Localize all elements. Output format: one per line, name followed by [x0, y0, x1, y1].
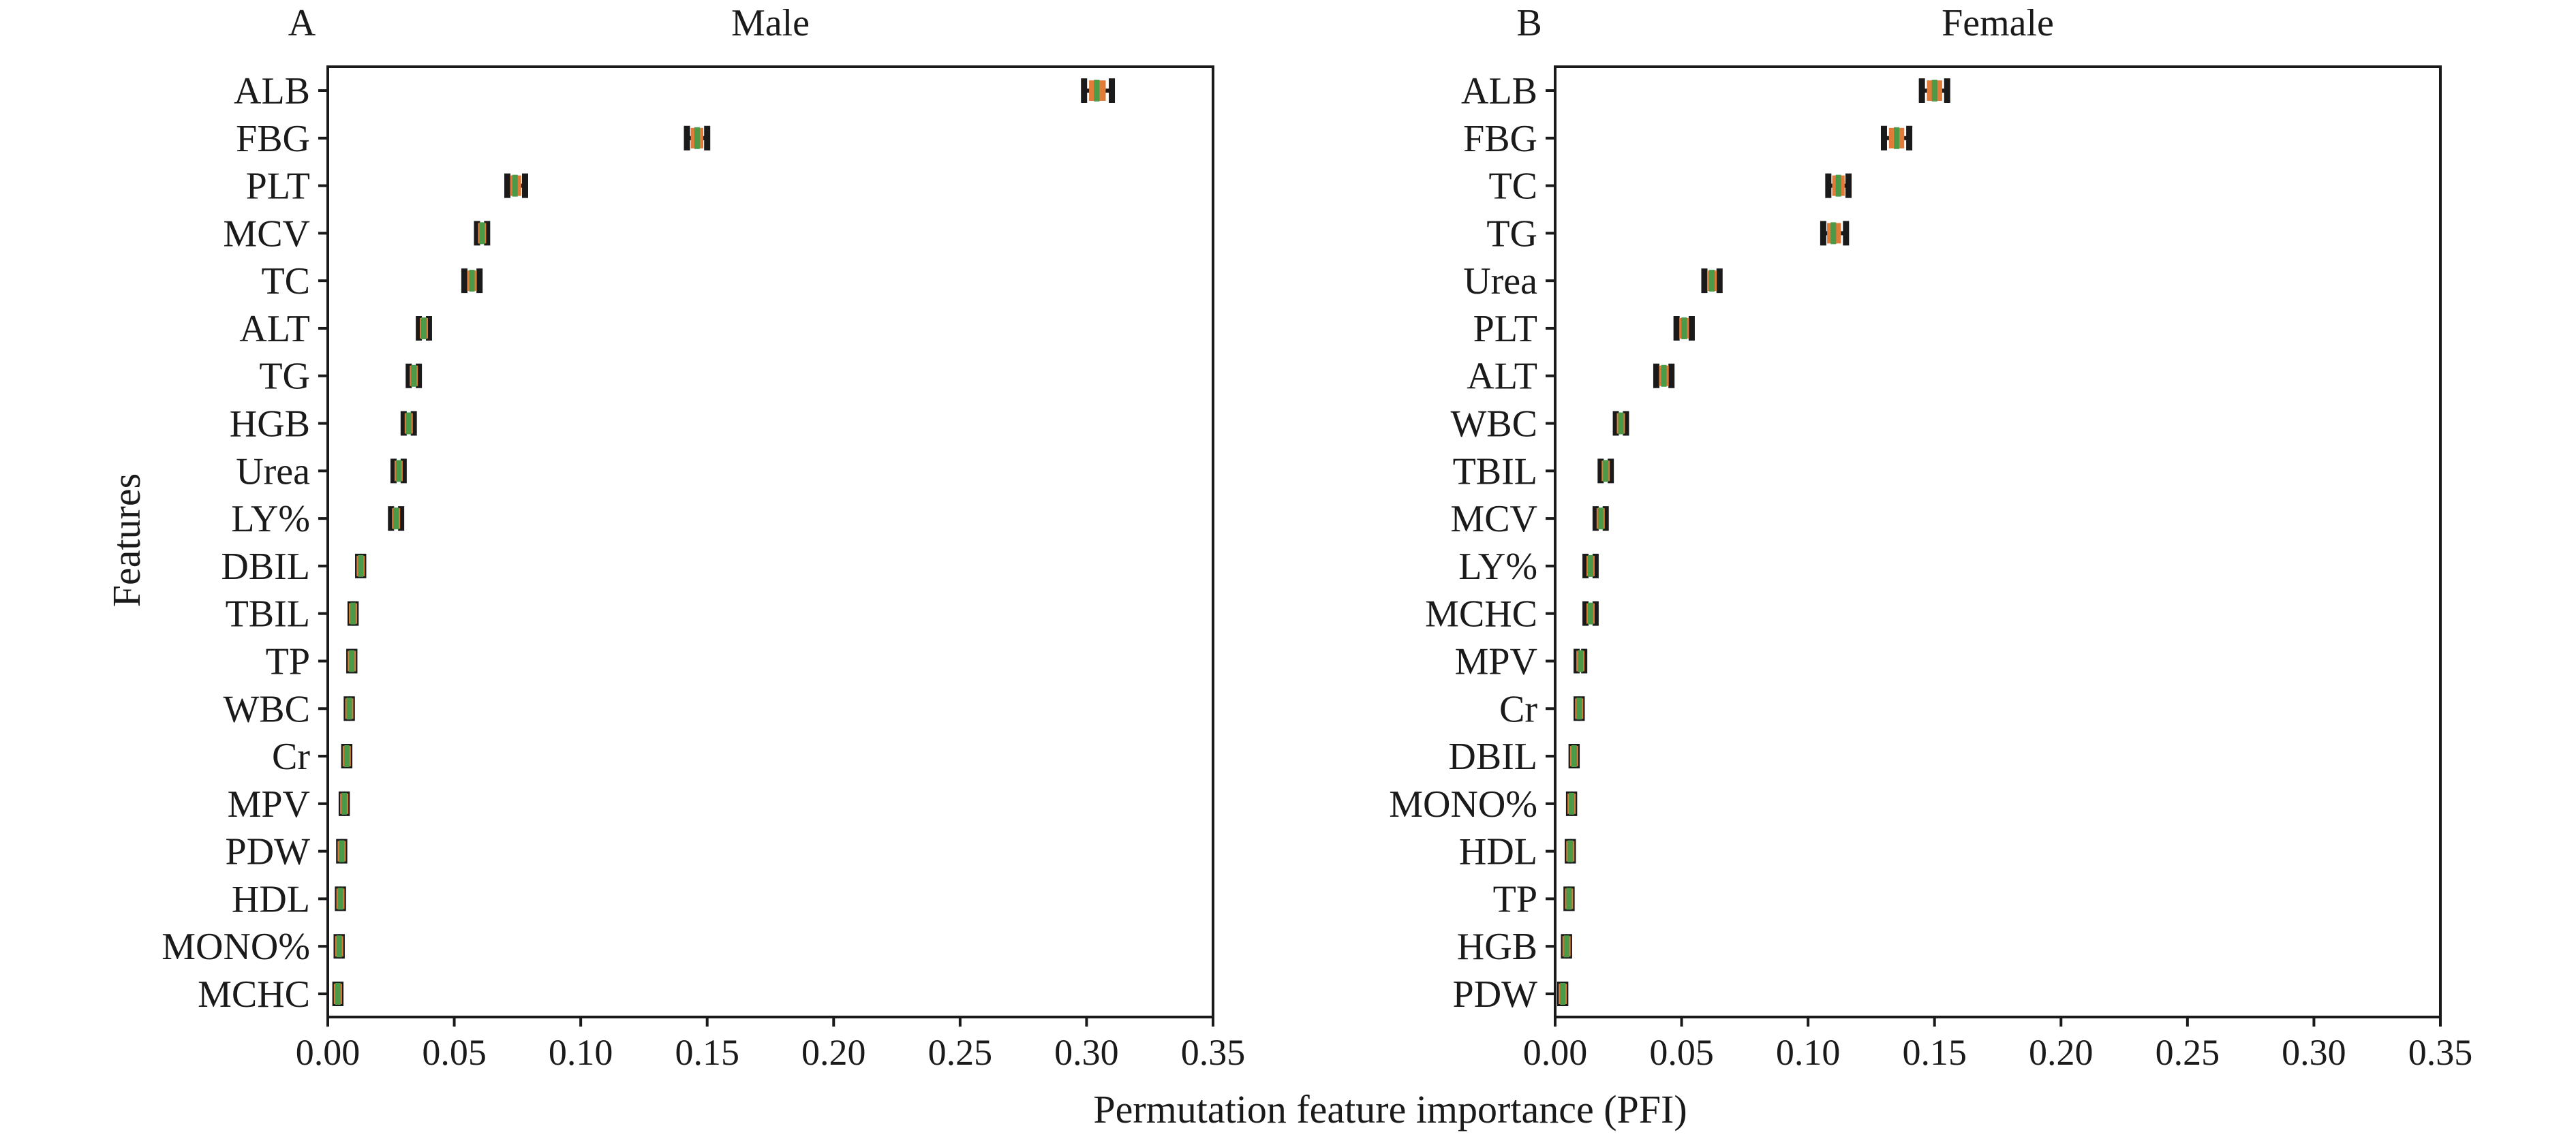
panel-letter: B: [1516, 2, 1542, 44]
feature-label: FBG: [1463, 118, 1537, 160]
feature-label: TC: [1488, 166, 1537, 208]
feature-label: TC: [261, 260, 310, 302]
feature-label: MONO%: [1389, 783, 1537, 826]
feature-label: TP: [1493, 878, 1537, 920]
x-tick-label: 0.35: [1181, 1032, 1246, 1073]
panel-title: Female: [1942, 2, 2054, 44]
plot-frame: [1554, 65, 2442, 1018]
x-tick-label: 0.15: [675, 1032, 739, 1073]
feature-label: TG: [259, 356, 310, 398]
feature-label: HDL: [232, 878, 310, 920]
x-tick-label: 0.10: [549, 1032, 613, 1073]
feature-label: Urea: [236, 450, 310, 493]
feature-label: Cr: [1499, 688, 1537, 730]
panel-female: B Female 0.00 0.05 0.10 0.15 0.20 0.25 0.30 0.35 A…: [1389, 2, 2472, 1073]
feature-label: Urea: [1463, 260, 1537, 302]
x-tick-label: 0.30: [1054, 1032, 1119, 1073]
feature-label: PDW: [1453, 973, 1538, 1016]
feature-label: MONO%: [162, 926, 310, 968]
feature-label: MCHC: [1425, 593, 1537, 636]
feature-label: HDL: [1459, 831, 1537, 873]
feature-label: MCV: [1450, 498, 1537, 540]
x-tick-label: 0.20: [2029, 1032, 2094, 1073]
feature-label: WBC: [1450, 403, 1537, 446]
feature-label: MCV: [223, 213, 310, 255]
feature-label: MPV: [228, 783, 310, 826]
feature-label: HGB: [230, 403, 310, 446]
feature-label: LY%: [1458, 546, 1537, 588]
plot-frame: [326, 65, 1214, 1018]
feature-label: ALT: [1467, 356, 1537, 398]
feature-label: LY%: [231, 498, 310, 540]
y-axis-label: Features: [104, 473, 149, 608]
x-tick-label: 0.30: [2282, 1032, 2346, 1073]
feature-label: ALT: [239, 308, 310, 350]
feature-label: HGB: [1457, 926, 1537, 968]
x-tick-label: 0.25: [928, 1032, 993, 1073]
x-tick-label: 0.15: [1902, 1032, 1967, 1073]
feature-label: TG: [1486, 213, 1537, 255]
feature-label: TBIL: [1453, 450, 1537, 493]
x-axis-label: Permutation feature importance (PFI): [1093, 1087, 1687, 1131]
x-tick-label: 0.00: [1523, 1032, 1588, 1073]
x-tick-label: 0.05: [422, 1032, 487, 1073]
x-tick-label: 0.35: [2408, 1032, 2473, 1073]
feature-label: MCHC: [198, 973, 310, 1016]
feature-label: PLT: [1473, 308, 1537, 350]
feature-label: DBIL: [1448, 736, 1537, 778]
feature-label: WBC: [223, 688, 310, 730]
feature-label: ALB: [234, 70, 310, 112]
feature-label: FBG: [236, 118, 310, 160]
feature-label: Cr: [272, 736, 310, 778]
feature-label: PLT: [246, 166, 310, 208]
feature-label: ALB: [1461, 70, 1537, 112]
feature-label: MPV: [1455, 640, 1537, 683]
x-tick-label: 0.00: [296, 1032, 361, 1073]
panel-male: A Male 0.00 0.05 0.10 0.15 0.20 0.25 0.30 0.35 ALB…: [162, 2, 1245, 1073]
feature-label: TP: [266, 640, 310, 683]
x-tick-label: 0.25: [2156, 1032, 2220, 1073]
feature-label: TBIL: [226, 593, 310, 636]
panel-title: Male: [731, 2, 810, 44]
feature-label: PDW: [226, 831, 311, 873]
feature-label: DBIL: [221, 546, 310, 588]
x-tick-label: 0.05: [1649, 1032, 1714, 1073]
x-tick-label: 0.20: [801, 1032, 866, 1073]
x-tick-label: 0.10: [1776, 1032, 1841, 1073]
panel-letter: A: [288, 2, 316, 44]
